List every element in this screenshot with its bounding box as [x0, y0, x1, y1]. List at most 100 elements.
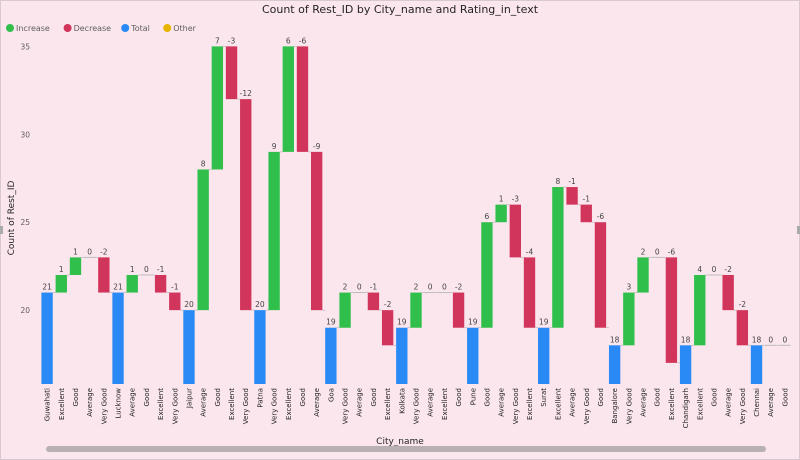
waterfall-bar[interactable]: [41, 292, 53, 384]
waterfall-bar[interactable]: [580, 204, 592, 223]
waterfall-bar[interactable]: [679, 345, 692, 384]
x-tick-label: Very Good: [100, 388, 108, 424]
data-label: 19: [468, 318, 478, 327]
waterfall-bar[interactable]: [637, 257, 649, 293]
x-tick-label: Excellent: [526, 388, 534, 420]
waterfall-bar[interactable]: [523, 257, 536, 328]
waterfall-bar[interactable]: [240, 99, 252, 311]
x-tick-label: Very Good: [512, 388, 520, 424]
x-tick-label: Guwahati: [44, 388, 52, 421]
data-label: 21: [42, 283, 52, 292]
waterfall-bar[interactable]: [367, 292, 380, 311]
waterfall-bar[interactable]: [481, 222, 493, 328]
legend-marker-increase[interactable]: [6, 24, 14, 32]
waterfall-bar[interactable]: [467, 327, 479, 384]
x-tick-label: Lucknow: [115, 388, 123, 419]
data-label: -1: [157, 265, 165, 274]
waterfall-bar[interactable]: [396, 327, 408, 384]
x-tick-label: Good: [72, 388, 80, 406]
waterfall-bar[interactable]: [722, 274, 734, 311]
waterfall-bar[interactable]: [566, 187, 578, 205]
x-axis-title: City_name: [376, 437, 424, 447]
x-tick-label: Excellent: [554, 388, 562, 420]
x-tick-label: Very Good: [342, 388, 350, 424]
x-tick-label: Excellent: [157, 388, 165, 420]
x-tick-label: Good: [299, 388, 307, 406]
x-tick-label: Average: [498, 388, 506, 417]
waterfall-bar[interactable]: [112, 292, 124, 384]
x-tick-label: Very Good: [739, 388, 747, 424]
waterfall-bar[interactable]: [381, 310, 394, 346]
x-tick-label: Good: [781, 388, 789, 406]
data-label: 0: [87, 247, 92, 256]
y-tick-label: 30: [20, 130, 30, 139]
waterfall-bar[interactable]: [211, 46, 224, 170]
waterfall-bar[interactable]: [98, 257, 110, 293]
waterfall-bar[interactable]: [282, 46, 294, 152]
horizontal-scrollbar[interactable]: [46, 446, 766, 452]
waterfall-bar[interactable]: [325, 327, 337, 384]
legend-marker-decrease[interactable]: [63, 24, 72, 32]
x-tick-label: Good: [455, 388, 463, 406]
waterfall-bar[interactable]: [608, 345, 621, 384]
waterfall-bar[interactable]: [594, 222, 607, 328]
visual-resize-handle-right[interactable]: [797, 226, 800, 234]
waterfall-bar[interactable]: [509, 204, 521, 258]
waterfall-bar[interactable]: [254, 310, 266, 384]
data-label: 21: [113, 283, 123, 292]
waterfall-bar[interactable]: [154, 274, 167, 293]
waterfall-bar[interactable]: [750, 345, 763, 384]
waterfall-bar[interactable]: [538, 327, 550, 384]
x-tick-label: Good: [597, 388, 605, 406]
x-tick-label: Average: [356, 388, 364, 417]
data-label: 2: [414, 283, 419, 292]
x-tick-label: Excellent: [384, 388, 392, 420]
data-label: -1: [583, 195, 591, 204]
data-label: 1: [499, 195, 504, 204]
data-label: -9: [313, 142, 321, 151]
data-label: 0: [357, 283, 362, 292]
waterfall-bar[interactable]: [55, 274, 67, 293]
waterfall-bar[interactable]: [69, 257, 82, 275]
data-label: 20: [184, 300, 194, 309]
data-label: 19: [397, 318, 407, 327]
y-tick-label: 25: [20, 218, 30, 227]
visual-resize-handle-left[interactable]: [0, 226, 3, 234]
legend-label-increase[interactable]: Increase: [16, 24, 50, 33]
x-tick-label: Chennai: [753, 388, 761, 417]
waterfall-bar[interactable]: [623, 292, 635, 346]
waterfall-bar[interactable]: [410, 292, 422, 328]
y-tick-label: 35: [20, 42, 30, 51]
waterfall-bar[interactable]: [495, 204, 507, 223]
waterfall-bar[interactable]: [694, 274, 706, 346]
waterfall-bar[interactable]: [296, 46, 309, 152]
data-label: -2: [739, 300, 747, 309]
waterfall-bar[interactable]: [736, 310, 749, 346]
y-axis-title: Count of Rest_ID: [7, 181, 17, 256]
legend-label-total[interactable]: Total: [130, 24, 150, 33]
data-label: 19: [326, 318, 336, 327]
legend-label-other[interactable]: Other: [173, 24, 196, 33]
data-label: 0: [442, 283, 447, 292]
waterfall-bar[interactable]: [197, 169, 209, 311]
legend-marker-total[interactable]: [121, 24, 130, 32]
waterfall-bar[interactable]: [268, 151, 280, 311]
waterfall-bar[interactable]: [552, 187, 564, 328]
data-label: -1: [568, 177, 576, 186]
waterfall-bar[interactable]: [311, 151, 323, 311]
legend-label-decrease[interactable]: Decrease: [74, 24, 112, 33]
x-tick-label: Average: [313, 388, 321, 417]
waterfall-bar[interactable]: [452, 292, 465, 328]
waterfall-bar[interactable]: [225, 46, 238, 100]
waterfall-bar[interactable]: [126, 274, 138, 293]
legend-marker-other[interactable]: [163, 24, 172, 32]
x-tick-label: Excellent: [285, 388, 293, 420]
data-label: -4: [526, 247, 534, 256]
data-label: 7: [215, 36, 220, 45]
x-tick-label: Surat: [540, 388, 548, 407]
waterfall-bar[interactable]: [665, 257, 678, 363]
waterfall-bar[interactable]: [169, 292, 181, 311]
waterfall-bar[interactable]: [183, 310, 195, 384]
waterfall-bar[interactable]: [339, 292, 351, 328]
